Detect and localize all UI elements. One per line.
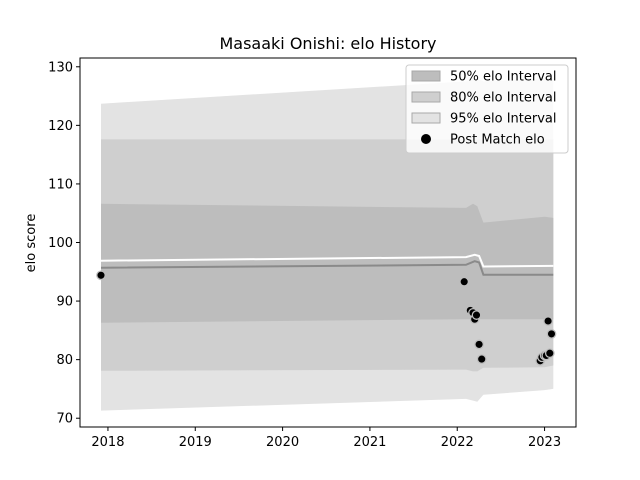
post-match-point <box>476 354 487 364</box>
legend-swatch <box>411 112 441 124</box>
y-tick-label: 80 <box>56 353 73 368</box>
post-match-point <box>544 348 555 359</box>
y-tick-label: 110 <box>48 177 73 192</box>
x-tick-label: 2020 <box>266 435 299 450</box>
x-tick-label: 2019 <box>179 435 212 450</box>
post-match-point <box>546 329 557 339</box>
legend-entry-label: 80% elo Interval <box>450 91 557 106</box>
x-tick-label: 2018 <box>91 435 124 450</box>
x-tick-label: 2021 <box>353 435 386 450</box>
y-tick-label: 100 <box>48 236 73 251</box>
legend-swatch <box>411 70 441 82</box>
plot-area <box>96 78 557 411</box>
legend-swatch <box>411 91 441 103</box>
interval-band-2 <box>101 203 554 323</box>
axes: 2018 2019 2020 2021 2022 2023 70 80 90 100 110 120 1… <box>48 57 577 450</box>
y-tick-label: 90 <box>56 295 73 310</box>
chart-title: Masaaki Onishi: elo History <box>219 34 436 53</box>
post-match-point <box>471 310 482 320</box>
post-match-point <box>543 316 553 326</box>
legend: 50% elo Interval 80% elo Interval 95% elo … <box>405 64 569 154</box>
legend-marker <box>421 134 431 144</box>
y-tick-label: 120 <box>48 119 73 134</box>
post-match-point <box>459 276 470 287</box>
legend-entry-label: 95% elo Interval <box>450 112 557 127</box>
mean-elo-line <box>100 260 554 276</box>
legend-entry-label: 50% elo Interval <box>450 70 557 85</box>
legend-box <box>405 64 569 154</box>
x-tick-label: 2023 <box>528 435 561 450</box>
y-tick-label: 70 <box>56 412 73 427</box>
y-tick-label: 130 <box>48 60 73 75</box>
post-match-point <box>96 270 106 281</box>
legend-entry-label: Post Match elo <box>450 133 545 148</box>
y-axis-label: elo score <box>24 214 39 273</box>
upper-elo-line <box>100 253 554 268</box>
x-tick-label: 2022 <box>441 435 474 450</box>
post-match-point <box>474 339 484 350</box>
